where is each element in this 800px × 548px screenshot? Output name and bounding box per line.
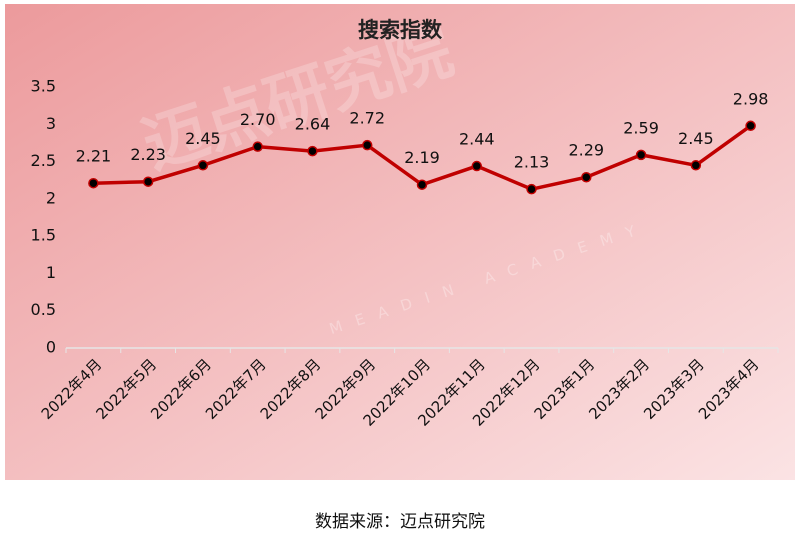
marker bbox=[88, 177, 99, 189]
y-tick-label: 2.5 bbox=[31, 151, 56, 170]
data-label: 2.98 bbox=[733, 89, 769, 108]
y-tick-label: 0 bbox=[46, 338, 56, 357]
marker bbox=[471, 160, 483, 172]
data-label: 2.70 bbox=[240, 110, 276, 129]
marker bbox=[307, 145, 318, 157]
marker bbox=[197, 160, 209, 171]
marker bbox=[581, 171, 592, 183]
data-label: 2.72 bbox=[349, 109, 385, 128]
marker bbox=[690, 160, 702, 171]
y-tick-label: 2 bbox=[46, 188, 56, 207]
y-tick-label: 3.5 bbox=[31, 77, 56, 96]
marker bbox=[745, 120, 756, 132]
data-label: 2.44 bbox=[459, 130, 495, 149]
marker bbox=[252, 141, 263, 152]
y-tick-label: 1.5 bbox=[31, 226, 56, 245]
data-label: 2.29 bbox=[568, 141, 604, 160]
marker bbox=[635, 149, 647, 161]
marker bbox=[361, 139, 373, 151]
data-label: 2.45 bbox=[678, 129, 714, 148]
data-label: 2.19 bbox=[404, 148, 440, 167]
y-tick-label: 3 bbox=[46, 114, 56, 133]
data-label: 2.13 bbox=[514, 153, 550, 172]
data-label: 2.64 bbox=[295, 115, 331, 134]
marker bbox=[142, 176, 154, 187]
marker bbox=[416, 179, 428, 190]
y-tick-label: 0.5 bbox=[31, 300, 56, 319]
marker bbox=[526, 183, 537, 195]
source: 数据来源：迈点研究院 bbox=[315, 512, 485, 532]
data-label: 2.23 bbox=[130, 145, 166, 164]
chart-panel bbox=[5, 4, 795, 480]
y-tick-label: 1 bbox=[46, 263, 56, 282]
data-label: 2.45 bbox=[185, 129, 221, 148]
data-label: 2.21 bbox=[76, 147, 112, 166]
data-label: 2.59 bbox=[623, 118, 659, 137]
chart-title: 搜索指数 bbox=[358, 18, 443, 42]
